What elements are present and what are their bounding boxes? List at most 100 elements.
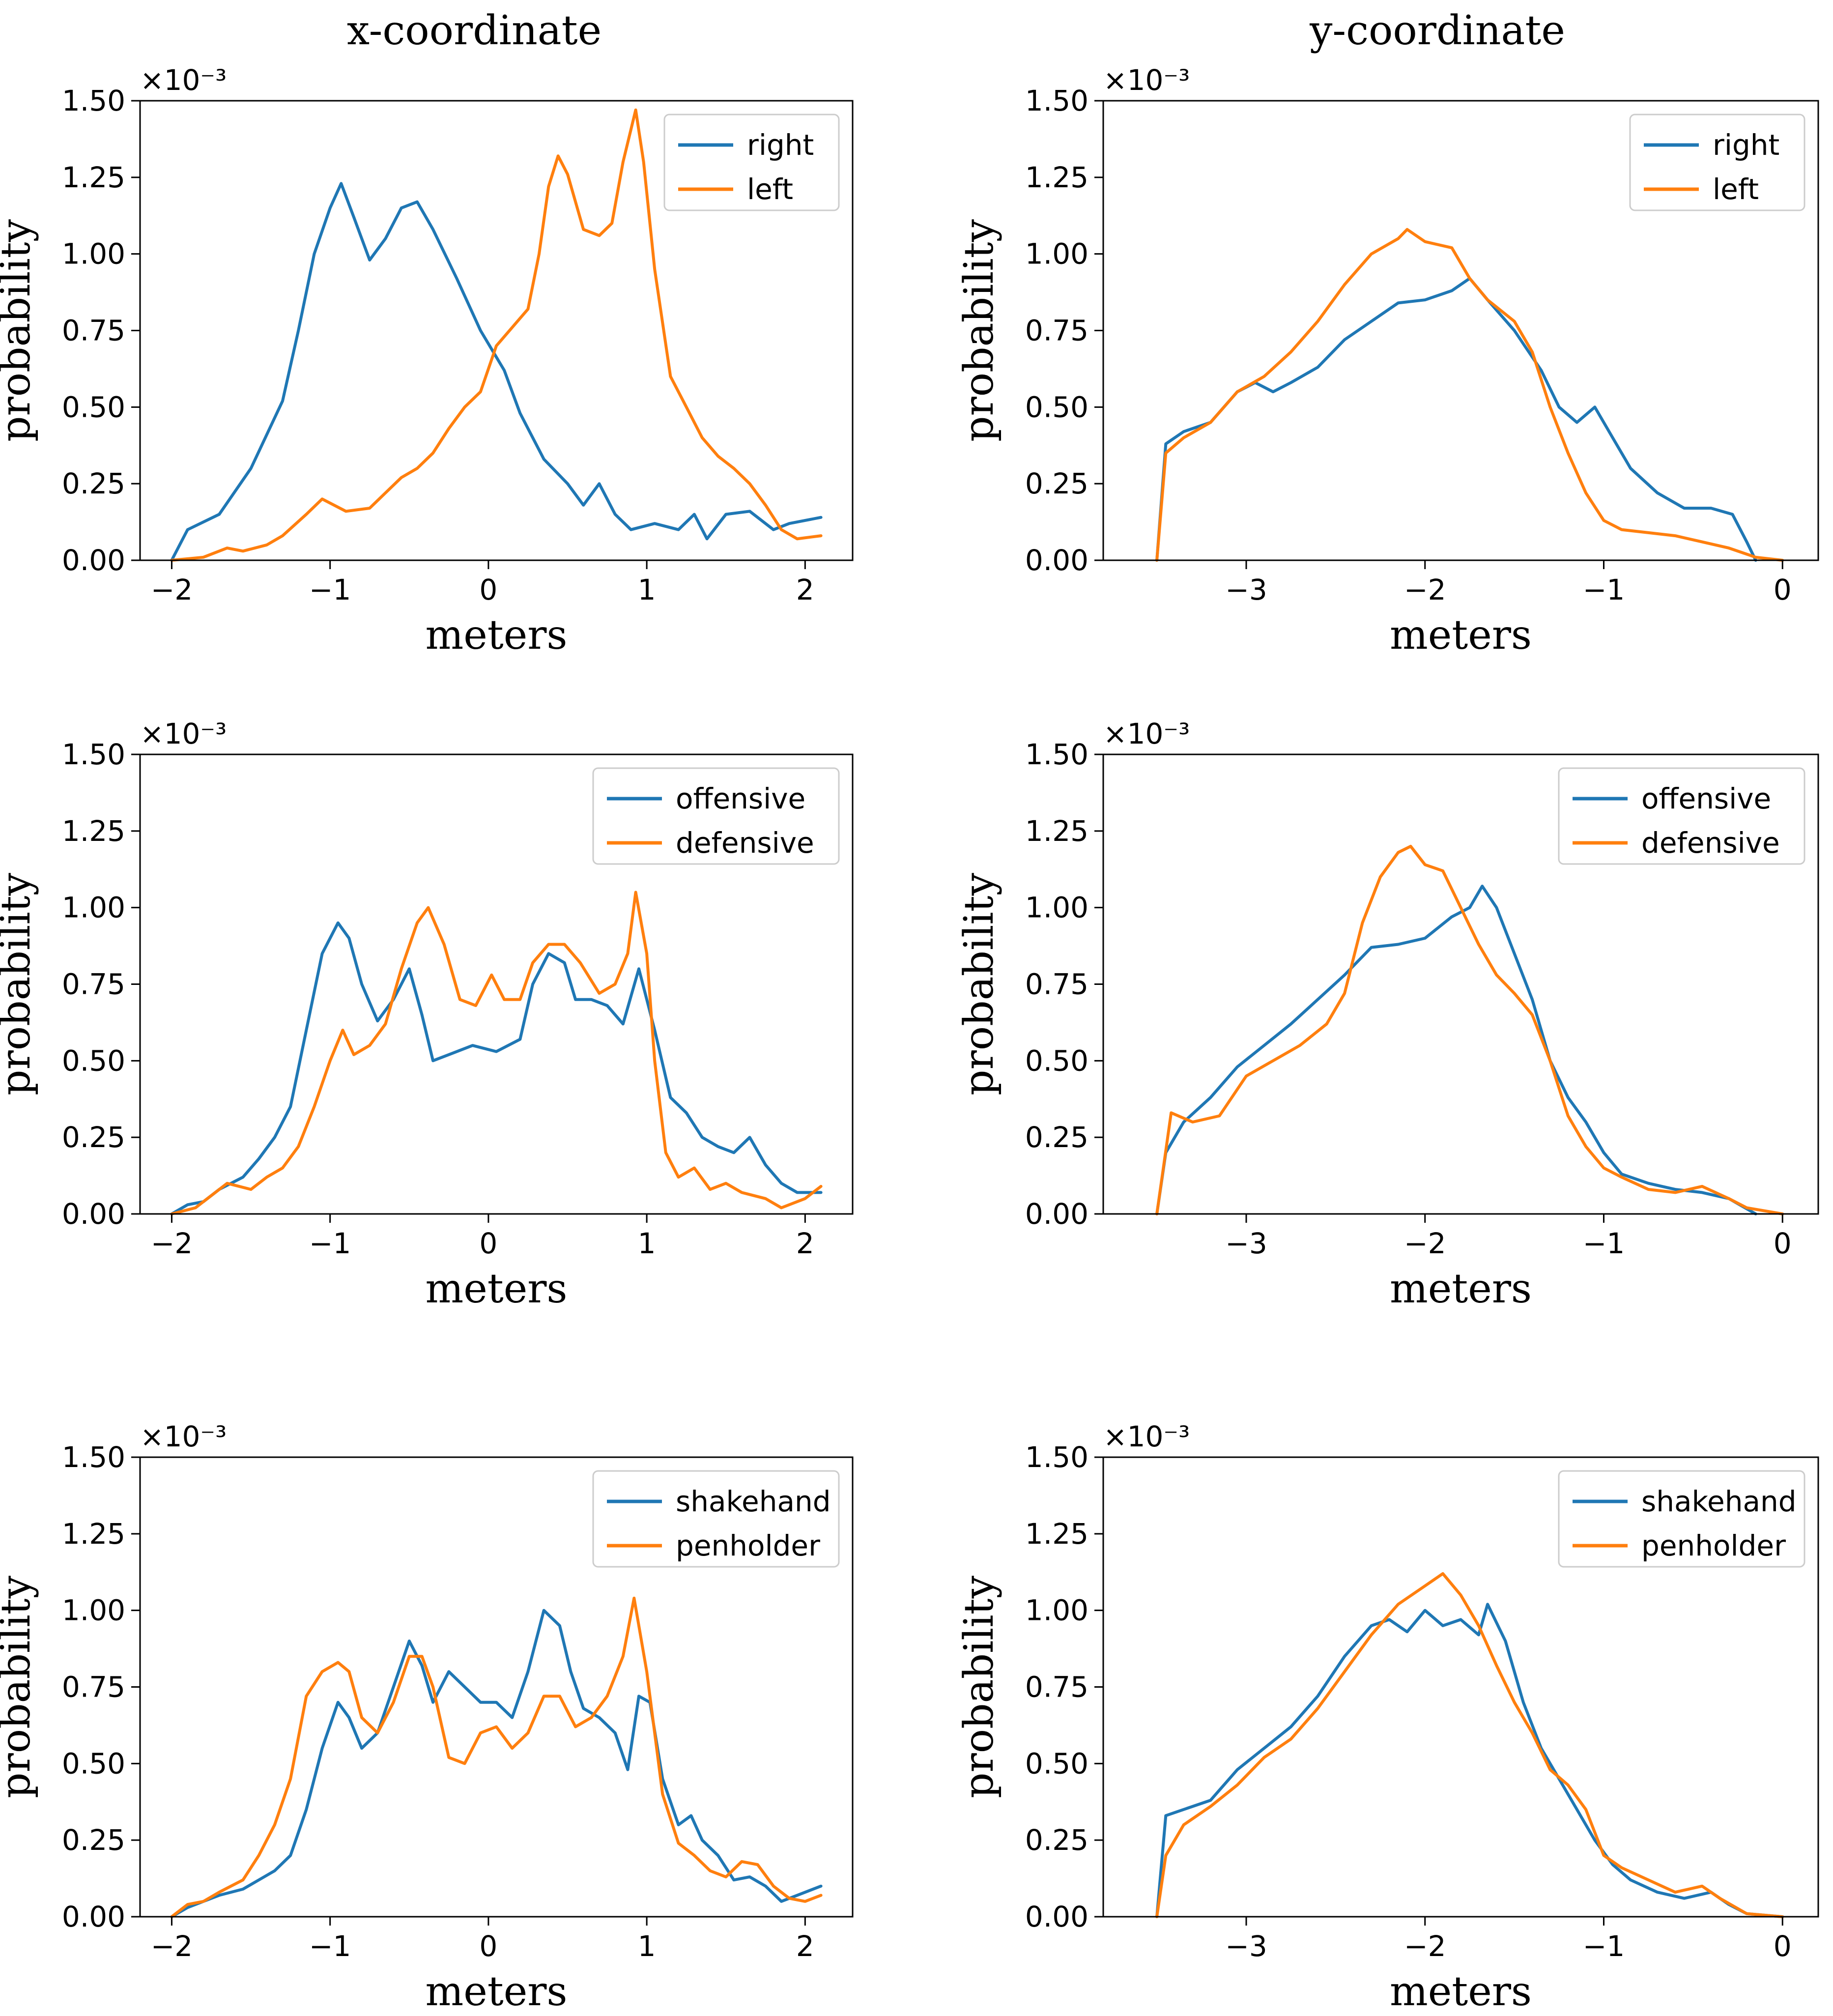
- x-tick-label: 0: [1774, 573, 1792, 606]
- axis-scale-label: ×10⁻³: [140, 717, 227, 750]
- chart-panel-x-offensive-defensive: −2 −1 0 1 2 0.00 0.25 0.50 0.75 1.00 1.25 1.50 ×10⁻³…: [0, 717, 854, 1312]
- series-line-offensive: [1155, 885, 1757, 1215]
- x-tick-label: −3: [1225, 1227, 1267, 1260]
- y-tick-label: 1.50: [1025, 1440, 1088, 1474]
- y-axis-label: probability: [956, 1575, 1002, 1798]
- y-tick-label: 0.00: [62, 1900, 125, 1933]
- column-title-y: y-coordinate: [1309, 7, 1565, 54]
- y-tick-label: 1.00: [1025, 237, 1088, 271]
- y-tick-label: 1.00: [62, 891, 125, 924]
- legend-label-defensive: defensive: [676, 826, 814, 860]
- axis-scale-label: ×10⁻³: [140, 1420, 227, 1453]
- legend-label-shakehand: shakehand: [1641, 1485, 1797, 1518]
- x-tick-label: −2: [1404, 573, 1446, 606]
- axis-scale-label: ×10⁻³: [1103, 1420, 1190, 1453]
- x-tick-label: −1: [309, 1930, 351, 1963]
- series-line-defensive: [1155, 845, 1784, 1215]
- legend-label-left: left: [747, 173, 793, 206]
- y-tick-label: 0.75: [1025, 314, 1088, 347]
- y-tick-label: 1.25: [62, 1517, 125, 1551]
- y-tick-label: 1.50: [1025, 84, 1088, 117]
- x-tick-label: 0: [479, 1930, 497, 1963]
- y-tick-label: 0.75: [62, 968, 125, 1001]
- axis-scale-label: ×10⁻³: [1103, 717, 1190, 750]
- y-tick-label: 0.25: [1025, 1121, 1088, 1154]
- x-tick-label: 1: [638, 573, 656, 606]
- y-axis-label: probability: [0, 1575, 39, 1798]
- series-line-defensive: [170, 891, 823, 1215]
- legend-label-right: right: [747, 128, 814, 162]
- y-tick-label: 1.50: [62, 1440, 125, 1474]
- y-tick-label: 0.75: [1025, 1670, 1088, 1704]
- y-tick-label: 0.25: [1025, 467, 1088, 500]
- x-axis-label: meters: [425, 1968, 567, 2015]
- y-tick-label: 0.25: [1025, 1823, 1088, 1857]
- x-tick-label: 2: [796, 1930, 814, 1963]
- y-tick-label: 0.50: [62, 1044, 125, 1077]
- x-tick-label: −3: [1225, 1930, 1267, 1963]
- y-tick-label: 0.75: [62, 314, 125, 347]
- legend-box: [1558, 1470, 1805, 1568]
- y-tick-label: 1.25: [62, 161, 125, 194]
- x-axis-label: meters: [1390, 1266, 1532, 1312]
- legend: offensive defensive: [1558, 767, 1805, 865]
- series-line-penholder: [1155, 1572, 1784, 1918]
- chart-panel-y-right-left: −3 −2 −1 0 0.00 0.25 0.50 0.75 1.00 1.25 1.50 ×10⁻³…: [956, 63, 1819, 659]
- y-tick-label: 0.50: [62, 1747, 125, 1780]
- panels-group: −2 −1 0 1 2 0.00 0.25 0.50 0.75 1.00 1.25 1.50 ×10⁻³…: [0, 63, 1819, 2015]
- chart-panel-y-offensive-defensive: −3 −2 −1 0 0.00 0.25 0.50 0.75 1.00 1.25 1.50 ×10⁻³…: [956, 717, 1819, 1312]
- y-tick-label: 1.00: [1025, 891, 1088, 924]
- y-tick-label: 1.00: [62, 237, 125, 271]
- legend-label-right: right: [1713, 128, 1779, 162]
- column-title-x: x-coordinate: [347, 7, 601, 54]
- y-tick-label: 1.00: [1025, 1594, 1088, 1627]
- y-tick-label: 0.00: [1025, 1900, 1088, 1933]
- x-tick-label: −2: [1404, 1227, 1446, 1260]
- y-axis-label: probability: [0, 219, 39, 442]
- x-tick-label: −1: [309, 1227, 351, 1260]
- legend-box: [592, 1470, 840, 1568]
- legend-box: [1558, 767, 1805, 865]
- legend-label-offensive: offensive: [676, 782, 805, 815]
- legend-box: [1629, 114, 1805, 211]
- y-tick-label: 1.00: [62, 1594, 125, 1627]
- x-tick-label: −2: [151, 1227, 193, 1260]
- y-axis-label: probability: [956, 872, 1002, 1095]
- y-axis-label: probability: [0, 872, 39, 1095]
- x-tick-label: −3: [1225, 573, 1267, 606]
- y-tick-label: 0.25: [62, 467, 125, 500]
- y-axis-label: probability: [956, 219, 1002, 442]
- x-tick-label: −1: [1583, 1930, 1625, 1963]
- x-tick-label: −1: [1583, 573, 1625, 606]
- series-line-left: [1155, 228, 1784, 562]
- y-tick-label: 0.00: [1025, 544, 1088, 577]
- x-axis-label: meters: [425, 1266, 567, 1312]
- y-tick-label: 0.00: [62, 1197, 125, 1231]
- series-line-right: [170, 182, 823, 562]
- x-tick-label: 2: [796, 1227, 814, 1260]
- y-tick-label: 0.50: [1025, 1747, 1088, 1780]
- y-tick-label: 1.50: [62, 738, 125, 771]
- y-tick-label: 0.75: [62, 1670, 125, 1704]
- x-tick-label: 1: [638, 1227, 656, 1260]
- y-tick-label: 1.50: [62, 84, 125, 117]
- legend-box: [592, 767, 840, 865]
- series-line-offensive: [170, 921, 823, 1215]
- x-tick-label: 0: [1774, 1227, 1792, 1260]
- x-tick-label: 1: [638, 1930, 656, 1963]
- y-tick-label: 1.25: [62, 814, 125, 848]
- legend-box: [663, 114, 840, 211]
- chart-panel-x-right-left: −2 −1 0 1 2 0.00 0.25 0.50 0.75 1.00 1.25 1.50 ×10⁻³…: [0, 63, 854, 659]
- x-tick-label: 0: [479, 573, 497, 606]
- legend: right left: [663, 114, 840, 211]
- legend: offensive defensive: [592, 767, 840, 865]
- x-tick-label: −2: [151, 1930, 193, 1963]
- y-tick-label: 0.50: [1025, 1044, 1088, 1077]
- x-tick-label: −1: [309, 573, 351, 606]
- y-tick-label: 1.25: [1025, 814, 1088, 848]
- legend-label-shakehand: shakehand: [676, 1485, 831, 1518]
- y-tick-label: 0.50: [1025, 390, 1088, 424]
- x-axis-label: meters: [1390, 1968, 1532, 2015]
